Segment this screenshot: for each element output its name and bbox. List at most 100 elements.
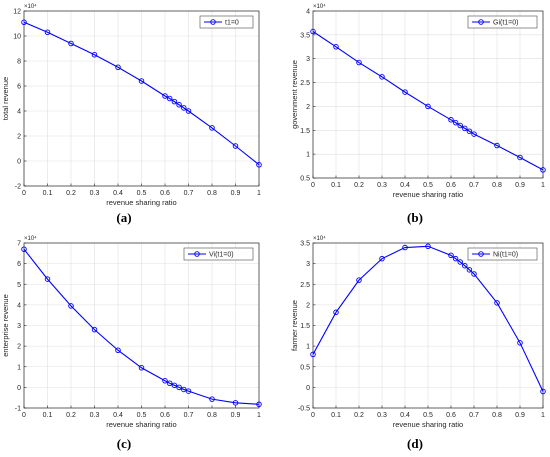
data-point	[356, 277, 362, 283]
x-tick-label: 0.9	[515, 412, 525, 419]
x-tick-label: 0.4	[400, 412, 410, 419]
x-tick-label: 0.8	[492, 412, 502, 419]
y-tick-label: 1	[306, 152, 310, 159]
data-point	[448, 252, 454, 259]
data-point	[462, 125, 468, 132]
data-point	[256, 401, 262, 408]
legend-box	[183, 247, 254, 261]
chart-panel-1: 0 0.1 0.2 0.3 0.4 0.5 0.6 0.7 0.8 0.9 1-2024681012…	[1, 3, 262, 225]
x-tick-label: 0.6	[446, 412, 456, 419]
data-point	[402, 244, 408, 251]
legend-entry: t1=0	[225, 20, 239, 27]
y-tick-label: -0.5	[298, 406, 310, 413]
data-point	[44, 29, 51, 36]
data-point	[379, 74, 385, 80]
x-axis-label: revenue sharing ratio	[106, 420, 176, 429]
y-tick-label: 3	[306, 261, 310, 268]
x-tick-label: 0.2	[354, 412, 364, 419]
data-point	[176, 384, 182, 391]
data-point	[333, 309, 339, 316]
series-line	[312, 245, 544, 392]
x-tick-label: 0.8	[207, 190, 217, 197]
y-tick-label: 0	[306, 385, 310, 392]
x-tick-label: 0	[22, 190, 26, 197]
data-point	[185, 388, 192, 394]
data-point	[91, 52, 98, 58]
y-tick-label: 3.5	[300, 241, 310, 248]
y-tick-label: 2	[17, 134, 21, 141]
data-point	[452, 255, 459, 262]
y-tick-label: 2	[306, 104, 310, 111]
legend-marker	[478, 251, 484, 257]
y-tick-label: 3	[17, 323, 21, 330]
x-tick-label: 0	[311, 412, 315, 419]
legend-marker	[194, 251, 200, 257]
data-point	[162, 93, 168, 99]
x-tick-label: 0.5	[423, 182, 433, 189]
x-tick-label: 0.1	[331, 412, 341, 419]
series-line	[23, 21, 260, 166]
y-tick-label: 4	[306, 9, 310, 16]
data-point	[540, 388, 546, 395]
data-point	[471, 131, 477, 137]
x-tick-label: 0.7	[469, 182, 479, 189]
data-point	[232, 143, 239, 149]
data-point	[176, 101, 182, 108]
legend-box	[199, 15, 254, 29]
data-point	[138, 78, 145, 84]
series-line	[23, 248, 260, 405]
data-point	[471, 271, 477, 277]
x-tick-label: 0.9	[231, 190, 241, 197]
panel-label: (b)	[407, 210, 423, 225]
data-point	[138, 365, 145, 371]
y-axis-label: enterprise revenue	[1, 294, 10, 357]
x-tick-label: 0.2	[66, 190, 76, 197]
data-point	[310, 28, 316, 35]
y-axis-label: farmer revenue	[290, 300, 299, 351]
x-tick-label: 0	[311, 182, 315, 189]
y-tick-label: 0	[17, 159, 21, 166]
x-tick-label: 1	[541, 412, 545, 419]
data-point	[517, 340, 523, 346]
data-point	[448, 117, 454, 123]
data-point	[181, 386, 187, 393]
y-tick-label: 1	[306, 344, 310, 351]
data-point	[457, 259, 463, 265]
y-tick-label: 4	[17, 302, 21, 309]
y-tick-label: 1.5	[300, 128, 310, 135]
data-point	[162, 378, 168, 384]
x-tick-label: 0.3	[90, 190, 100, 197]
data-point	[466, 128, 473, 134]
data-point	[68, 40, 74, 47]
y-tick-label: 2	[17, 344, 21, 351]
data-point	[402, 89, 408, 95]
data-point	[256, 161, 262, 168]
x-axis-label: revenue sharing ratio	[393, 190, 463, 199]
x-tick-label: 0.1	[43, 412, 53, 419]
y-exponent-label: ×10⁴	[24, 235, 37, 242]
x-tick-label: 0.7	[469, 412, 479, 419]
y-tick-label: 7	[17, 241, 21, 248]
data-point	[462, 262, 468, 269]
x-tick-label: 0.5	[137, 412, 147, 419]
data-point	[457, 122, 463, 129]
legend-box	[467, 247, 538, 261]
data-point	[425, 103, 431, 110]
y-tick-label: 4	[17, 109, 21, 116]
x-tick-label: 0.7	[184, 412, 194, 419]
legend-marker	[210, 19, 216, 25]
data-point	[171, 382, 178, 389]
y-exponent-label: ×10⁴	[313, 235, 326, 242]
y-exponent-label: ×10⁴	[24, 3, 37, 10]
y-tick-label: 8	[17, 59, 21, 66]
x-tick-label: 0.5	[423, 412, 433, 419]
y-tick-label: 6	[17, 84, 21, 91]
legend-entry: Vi(t1=0)	[209, 252, 234, 259]
x-axis-label: revenue sharing ratio	[106, 198, 176, 207]
x-tick-label: 0.3	[90, 412, 100, 419]
data-point	[494, 142, 500, 149]
x-tick-label: 1	[257, 412, 261, 419]
series-line	[312, 31, 544, 171]
y-tick-label: -2	[15, 184, 21, 191]
x-tick-label: 0.6	[160, 190, 170, 197]
